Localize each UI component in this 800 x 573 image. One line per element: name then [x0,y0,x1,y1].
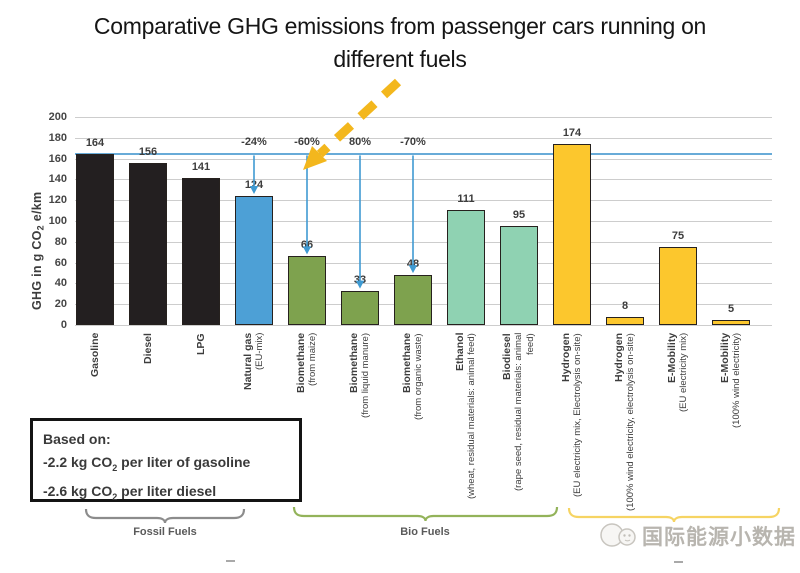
x-label-detail-11: (EU electricity mix) [678,333,689,413]
gridline-160 [75,158,772,160]
x-label-name-5: Biomethane [348,333,360,394]
x-label-8: Biodiesel (rape seed, residual materials:… [501,333,537,511]
value-label-3: 124 [244,179,264,192]
x-label-detail-10: (100% wind electricity, electrolysis on-… [625,333,636,511]
x-label-name-10: Hydrogen [613,333,625,383]
x-label-detail-5: (from liquid manure) [360,333,371,418]
x-label-name-12: E-Mobility [719,333,731,384]
y-tick-160: 160 [48,152,67,165]
gridline-0 [75,325,772,326]
x-label-name-6: Biomethane [401,333,413,394]
x-label-detail-12: (100% wind electricity) [731,333,742,429]
x-label-name-11: E-Mobility [666,333,678,384]
stray-dash-left [226,560,235,562]
value-label-12: 5 [727,302,735,315]
gridline-100 [75,221,772,222]
bar-ethanol-7 [447,209,485,325]
x-label-name-9: Hydrogen [560,333,572,383]
assumption-line-diesel: -2.6 kg CO2 per liter diesel [43,482,217,502]
x-label-5: Biomethane (from liquid manure) [348,333,372,511]
bar-hydrogen-9 [553,144,591,325]
value-label-6: 48 [406,258,420,271]
title-line-1: Comparative GHG emissions from passenger… [93,13,707,39]
x-label-detail-8: (rape seed, residual materials: animal f… [513,333,536,492]
bar-e-mobility-12 [712,319,750,325]
bar-biomethane-4 [288,256,326,325]
assumptions-heading: Based on: [43,431,111,447]
x-label-11: E-Mobility (EU electricity mix) [666,333,690,511]
bar-hydrogen-10 [606,316,644,325]
value-label-9: 174 [562,127,582,140]
x-label-detail-6: (from organic waste) [413,333,424,420]
y-tick-140: 140 [48,173,67,186]
x-label-10: Hydrogen (100% wind electricity, electrol… [613,333,637,511]
gridline-80 [75,241,772,243]
title-line-2: different fuels [333,46,467,72]
bar-gasoline-0 [76,154,114,325]
x-label-6: Biomethane (from organic waste) [401,333,425,511]
bar-biodiesel-8 [500,226,538,325]
value-label-5: 33 [353,273,367,286]
value-label-0: 164 [85,137,105,150]
group-label-fossil-fuels: Fossil Fuels [133,526,197,538]
percent-label-70: -70% [400,136,426,148]
y-tick-40: 40 [54,277,67,290]
x-label-detail-4: (from maize) [307,333,318,387]
gridline-140 [75,179,772,181]
y-tick-180: 180 [48,131,67,144]
page-title: Comparative GHG emissions from passenger… [0,10,800,76]
x-label-name-7: Ethanol [454,333,466,372]
y-tick-80: 80 [54,235,67,248]
gridline-200 [75,117,772,118]
x-label-detail-9: (EU electricity mix, Electrolysis on-sit… [572,333,583,497]
percent-label-60: -60% [294,136,320,148]
gridline-60 [75,262,772,264]
gasoline-reference-line [75,153,772,156]
value-label-8: 95 [512,209,526,222]
group-brace-fossil-fuels [84,508,246,524]
bar-natural-gas-3 [235,196,273,325]
gridline-120 [75,200,772,202]
watermark-logo-icon [600,523,636,547]
x-label-12: E-Mobility (100% wind electricity) [719,333,743,511]
gridline-180 [75,137,772,139]
value-label-4: 66 [300,239,314,252]
y-tick-120: 120 [48,194,67,207]
bar-diesel-1 [129,162,167,325]
group-label-bio-fuels: Bio Fuels [400,526,450,538]
bar-biomethane-5 [341,290,379,325]
y-tick-0: 0 [60,319,67,331]
watermark-text: 国际能源小数据 [642,526,796,549]
y-tick-100: 100 [48,215,67,227]
y-tick-200: 200 [48,111,67,123]
value-label-7: 111 [457,192,475,205]
value-label-10: 8 [621,299,629,312]
x-label-name-8: Biodiesel [501,333,513,380]
bar-e-mobility-11 [659,247,697,325]
y-tick-60: 60 [54,256,67,269]
assumptions-box: Based on: -2.2 kg CO2 per liter of gasol… [30,418,302,502]
y-tick-20: 20 [54,298,67,311]
percent-label-24: -24% [241,136,267,148]
value-label-1: 156 [138,145,158,158]
x-label-detail-7: (wheat, residual materials: animal feed) [466,333,477,499]
x-label-9: Hydrogen (EU electricity mix, Electrolysi… [560,333,584,511]
bar-lpg-2 [182,178,220,325]
watermark: 国际能源小数据 [598,520,796,552]
value-label-11: 75 [671,230,685,242]
stray-dash-right [674,561,683,563]
x-label-7: Ethanol (wheat, residual materials: anima… [454,333,478,511]
assumption-line-gasoline: -2.2 kg CO2 per liter of gasoline [43,454,251,473]
bar-biomethane-6 [394,275,432,325]
value-label-2: 141 [191,161,211,174]
